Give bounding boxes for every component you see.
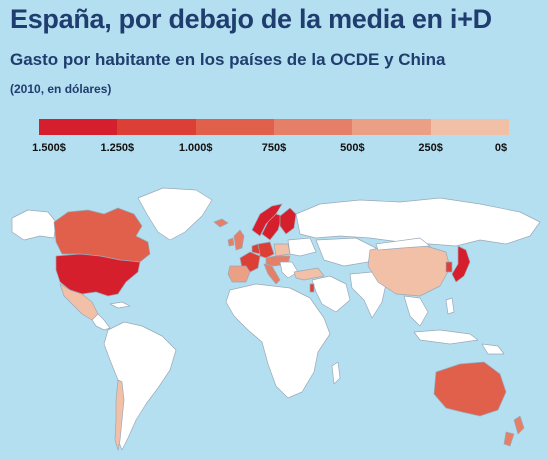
mongolia xyxy=(375,237,431,251)
south-korea xyxy=(445,261,453,273)
central-asia xyxy=(315,237,377,267)
legend-label-3: 750$ xyxy=(261,142,287,154)
legend-label-0: 1.500$ xyxy=(32,142,66,154)
legend-swatch-5 xyxy=(430,119,509,135)
balkans xyxy=(279,261,299,279)
map-subtitle: Gasto por habitante en los países de la … xyxy=(10,50,446,69)
united-kingdom xyxy=(233,229,245,251)
spain xyxy=(227,265,251,283)
legend-label-4: 500$ xyxy=(340,142,365,154)
alaska xyxy=(11,209,57,241)
ireland xyxy=(227,237,235,247)
japan xyxy=(451,245,471,283)
papua-new-guinea xyxy=(481,343,505,355)
eastern-europe xyxy=(287,237,317,257)
southeast-asia xyxy=(403,295,429,327)
legend-swatch-0 xyxy=(39,119,118,135)
legend-label-5: 250$ xyxy=(418,142,443,154)
map-title: España, por debajo de la media en i+D xyxy=(10,4,492,34)
australia xyxy=(433,361,507,417)
germany xyxy=(257,241,275,259)
caribbean xyxy=(109,301,131,309)
madagascar xyxy=(331,361,341,385)
map-note: (2010, en dólares) xyxy=(10,82,112,96)
greenland xyxy=(137,187,213,241)
canada xyxy=(53,207,151,263)
indonesia xyxy=(413,329,479,345)
legend-swatch-2 xyxy=(195,119,274,135)
legend-label-1: 1.250$ xyxy=(100,142,135,154)
central-america xyxy=(91,313,111,331)
middle-east xyxy=(311,275,351,313)
africa xyxy=(225,283,331,399)
world-map xyxy=(11,187,541,451)
iceland xyxy=(213,218,229,228)
benelux xyxy=(251,243,261,255)
legend-label-6: 0$ xyxy=(494,142,508,154)
south-america xyxy=(103,321,177,451)
norway xyxy=(251,203,283,237)
poland xyxy=(273,243,291,257)
philippines xyxy=(445,297,455,315)
finland xyxy=(279,207,297,235)
legend-color-scale xyxy=(39,119,509,135)
legend-swatch-4 xyxy=(352,119,431,135)
legend-swatch-1 xyxy=(117,119,196,135)
legend-swatch-3 xyxy=(273,119,353,135)
turkey xyxy=(293,267,325,281)
new-zealand-south xyxy=(503,431,515,447)
legend-label-2: 1.000$ xyxy=(178,142,213,154)
chile xyxy=(114,379,125,451)
israel xyxy=(309,283,315,293)
italy xyxy=(263,263,281,285)
legend-labels: 1.500$ 1.250$ 1.000$ 750$ 500$ 250$ 0$ xyxy=(0,142,548,156)
usa xyxy=(55,253,141,297)
russia xyxy=(295,197,541,247)
new-zealand xyxy=(513,415,525,435)
